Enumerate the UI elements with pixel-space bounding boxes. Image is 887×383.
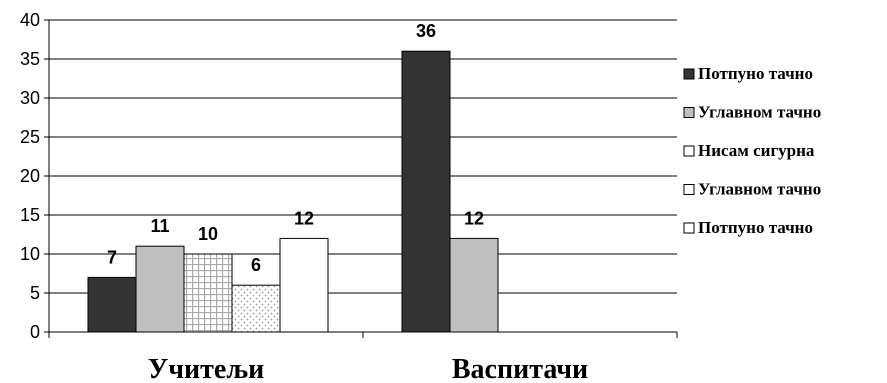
bars bbox=[87, 50, 499, 333]
category-label: Учитељи bbox=[148, 354, 265, 383]
y-tick-label: 5 bbox=[30, 283, 40, 303]
y-tick-label: 30 bbox=[20, 88, 40, 108]
legend-label: Углавном тачно bbox=[698, 180, 821, 199]
y-tick-label: 40 bbox=[20, 10, 40, 30]
data-label: 36 bbox=[416, 21, 436, 41]
data-label: 7 bbox=[107, 247, 117, 267]
legend-swatch bbox=[683, 145, 695, 157]
y-tick-label: 0 bbox=[30, 322, 40, 342]
legend-swatch bbox=[683, 184, 695, 195]
category-label: Васпитачи bbox=[452, 354, 588, 383]
bar bbox=[401, 50, 451, 333]
legend-label: Нисам сигурна bbox=[698, 141, 815, 160]
legend: Потпуно тачно Углавном тачно Нисам сигурна… bbox=[683, 64, 821, 237]
bar bbox=[135, 245, 185, 333]
bar bbox=[183, 253, 233, 333]
data-label: 11 bbox=[150, 216, 169, 236]
y-axis: 0 5 10 15 20 25 30 35 40 bbox=[20, 10, 50, 342]
y-tick-label: 25 bbox=[20, 127, 40, 147]
bar bbox=[87, 276, 137, 333]
y-tick-label: 20 bbox=[20, 166, 40, 186]
y-tick-label: 35 bbox=[20, 49, 40, 69]
legend-swatch bbox=[683, 68, 695, 80]
bar bbox=[449, 237, 499, 333]
data-label: 10 bbox=[198, 224, 218, 244]
legend-label: Потпуно тачно bbox=[698, 218, 813, 237]
legend-label: Потпуно тачно bbox=[698, 64, 813, 83]
legend-label: Углавном тачно bbox=[698, 103, 821, 122]
bar bbox=[231, 284, 281, 333]
y-tick-label: 15 bbox=[20, 205, 40, 225]
data-label: 6 bbox=[251, 255, 261, 275]
legend-swatch bbox=[683, 222, 695, 234]
data-labels: 7 11 10 6 12 36 12 bbox=[107, 21, 484, 275]
legend-swatch bbox=[683, 107, 695, 118]
x-axis: Учитељи Васпитачи bbox=[48, 331, 678, 383]
y-tick-label: 10 bbox=[20, 244, 40, 264]
data-label: 12 bbox=[464, 208, 484, 228]
bar bbox=[279, 237, 329, 333]
data-label: 12 bbox=[294, 208, 314, 228]
